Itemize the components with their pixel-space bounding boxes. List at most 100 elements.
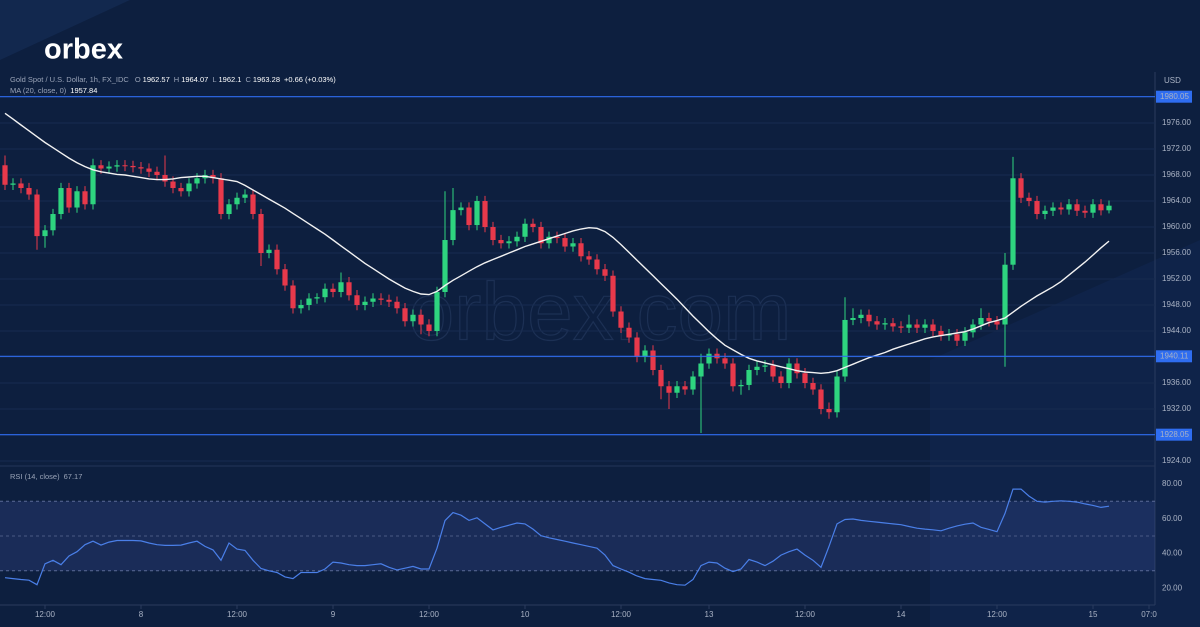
x-tick-label: 12:00 [795, 610, 816, 619]
ohlc-prefix: O [135, 75, 141, 84]
candle-body [1026, 197, 1032, 202]
candle-body [658, 370, 664, 387]
candle-body [1098, 204, 1104, 211]
level-label-box [1156, 350, 1192, 363]
candle-body [210, 175, 216, 179]
candle-body [90, 165, 96, 205]
y-tick-label: 1960.00 [1162, 222, 1191, 231]
candle-body [538, 227, 544, 244]
y-tick-label: 1944.00 [1162, 326, 1191, 335]
y-tick-label: 80.00 [1162, 479, 1183, 488]
candle-body [402, 308, 408, 322]
candle-body [634, 337, 640, 358]
candle-body [82, 191, 88, 205]
candle-body [378, 298, 384, 300]
candle-body [1066, 204, 1072, 210]
candle-body [98, 165, 104, 169]
candle-body [522, 223, 528, 237]
candle-body [1090, 204, 1096, 213]
candle-body [914, 324, 920, 328]
candle-body [1082, 210, 1088, 213]
candle-body [410, 314, 416, 322]
candle-body [554, 236, 560, 239]
candle-body [922, 324, 928, 328]
candle-body [298, 305, 304, 309]
candle-body [1034, 201, 1040, 215]
candle-body [698, 363, 704, 377]
candle-body [1018, 178, 1024, 198]
candle-body [50, 214, 56, 231]
x-tick-label: 12:00 [611, 610, 632, 619]
candle-body [370, 298, 376, 302]
candle-body [426, 324, 432, 332]
x-tick-label: 14 [897, 610, 906, 619]
candle-body [258, 214, 264, 254]
y-tick-label: 60.00 [1162, 514, 1183, 523]
ohlc-value: 1964.07 [181, 75, 208, 84]
candle-body [250, 194, 256, 215]
plot-layer: 1924.001928.001932.001936.001940.001944.… [0, 75, 1192, 619]
y-tick-label: 1968.00 [1162, 170, 1191, 179]
candle-body [106, 166, 112, 169]
watermark: orbex.com [409, 267, 792, 358]
y-tick-label: 20.00 [1162, 583, 1183, 592]
candle-body [186, 183, 192, 192]
x-tick-label: 12:00 [987, 610, 1008, 619]
candle-body [1050, 207, 1056, 211]
candle-body [690, 376, 696, 390]
candle-body [386, 299, 392, 302]
candle-body [42, 230, 48, 237]
ma-line [4, 112, 1110, 375]
ohlc-value: 1962.57 [143, 75, 170, 84]
x-tick-label: 12:00 [419, 610, 440, 619]
candle-body [234, 197, 240, 205]
candle-body [746, 370, 752, 385]
candle-body [730, 363, 736, 387]
candle-body [466, 207, 472, 226]
x-tick-label: 10 [521, 610, 530, 619]
candle-body [10, 183, 16, 185]
ohlc-prefix: C [245, 75, 251, 84]
x-tick-label: 8 [139, 610, 144, 619]
level-label-box [1156, 428, 1192, 441]
candle-body [826, 408, 832, 413]
candle-body [722, 358, 728, 364]
candle-body [906, 324, 912, 328]
candle-body [794, 363, 800, 374]
candle-body [170, 181, 176, 189]
candle-body [506, 241, 512, 244]
candle-body [930, 324, 936, 332]
y-tick-label: 1948.00 [1162, 300, 1191, 309]
ma-value: 1957.84 [70, 86, 97, 95]
candle-body [2, 165, 8, 185]
candle-body [666, 386, 672, 393]
ohlc-value: 1962.1 [219, 75, 242, 84]
candle-body [674, 386, 680, 393]
candle-body [602, 269, 608, 276]
candle-body [874, 321, 880, 325]
y-tick-label: 1924.00 [1162, 456, 1191, 465]
rsi-line [4, 488, 1110, 586]
y-tick-label: 1952.00 [1162, 274, 1191, 283]
candle-body [162, 175, 168, 182]
y-tick-label: 40.00 [1162, 549, 1183, 558]
candle-body [938, 331, 944, 336]
candle-body [218, 178, 224, 215]
candle-body [1042, 210, 1048, 215]
candle-body [474, 201, 480, 226]
candle-body [546, 236, 552, 244]
rsi-value: 67.17 [64, 472, 83, 481]
x-tick-label: 12:00 [35, 610, 56, 619]
candle-body [274, 249, 280, 270]
candle-body [978, 318, 984, 325]
candle-body [146, 168, 152, 172]
candle-body [770, 365, 776, 377]
candle-body [850, 318, 856, 320]
candle-body [586, 256, 592, 260]
change-label: +0.66 (+0.03%) [284, 75, 336, 84]
candle-body [762, 365, 768, 367]
ohlc-prefix: L [212, 75, 216, 84]
candle-body [682, 386, 688, 390]
candle-body [578, 243, 584, 257]
